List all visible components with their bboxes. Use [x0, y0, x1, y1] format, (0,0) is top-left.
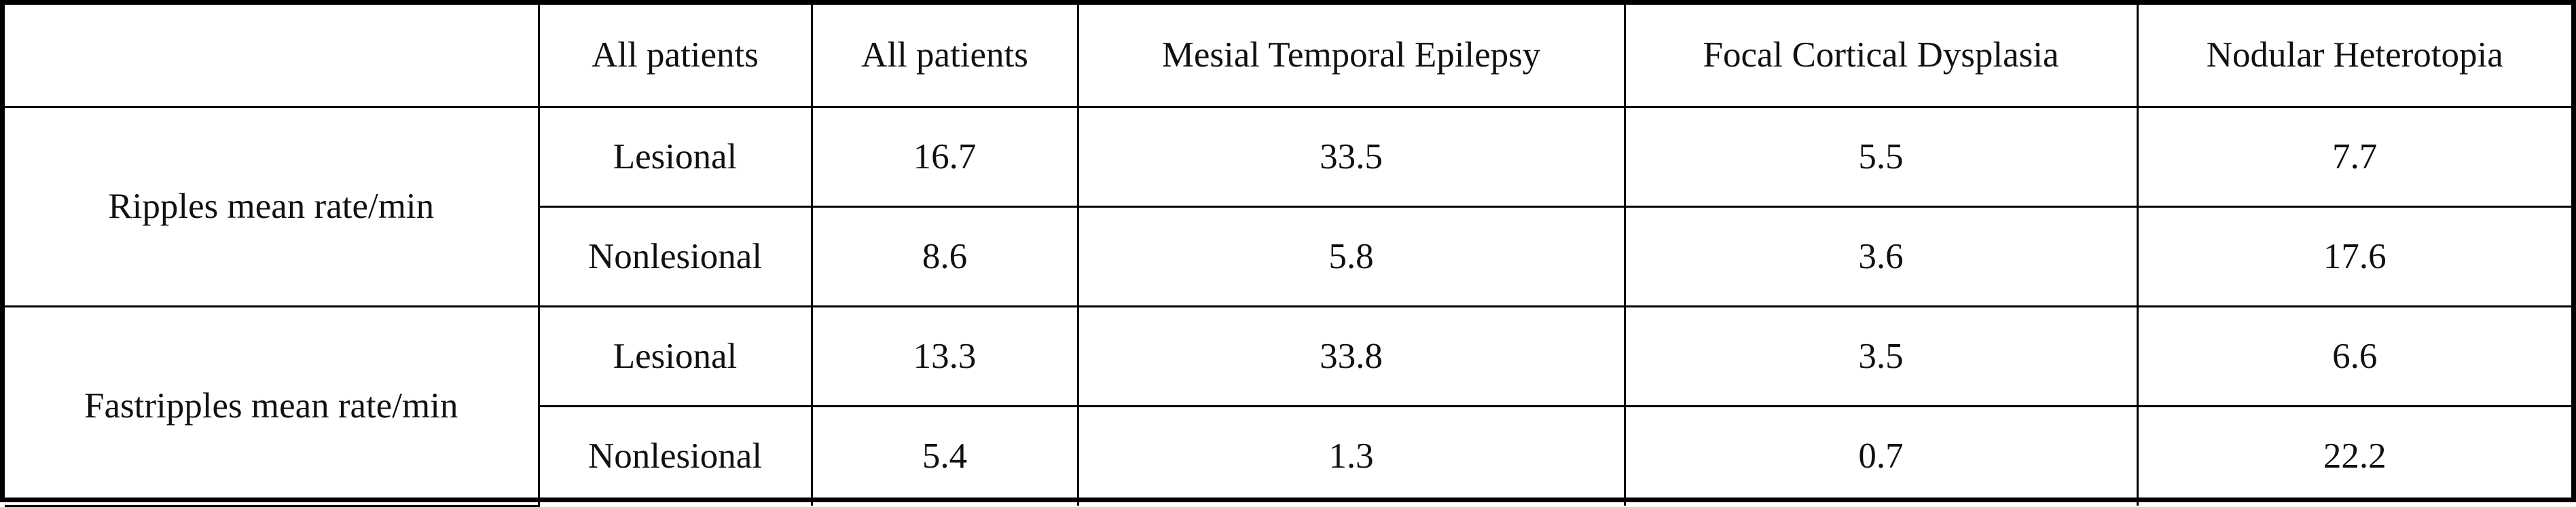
header-cell: Mesial Temporal Epilepsy: [1076, 5, 1626, 108]
value-cell: 0.7: [1623, 405, 2139, 506]
header-cell: Focal Cortical Dysplasia: [1623, 5, 2139, 108]
group-label: Ripples mean rate/min: [5, 105, 540, 307]
value-cell: 5.8: [1076, 205, 1626, 307]
value-cell: 13.3: [810, 305, 1079, 407]
header-cell: All patients: [810, 5, 1079, 108]
value-cell: 7.7: [2136, 105, 2571, 208]
table-row: All patients All patients Mesial Temporal …: [5, 5, 2571, 108]
group-label: Fastripples mean rate/min: [5, 305, 540, 507]
value-cell: 22.2: [2136, 405, 2571, 506]
value-cell: 1.3: [1076, 405, 1626, 506]
header-cell: Nodular Heterotopia: [2136, 5, 2571, 108]
value-cell: 17.6: [2136, 205, 2571, 307]
table-row: Fastripples mean rate/min Lesional 13.3 33.…: [5, 305, 2571, 507]
value-cell: 3.5: [1623, 305, 2139, 407]
value-cell: 3.6: [1623, 205, 2139, 307]
value-cell: 33.5: [1076, 105, 1626, 208]
row-label: Lesional: [537, 105, 813, 208]
data-table: All patients All patients Mesial Temporal …: [5, 5, 2571, 507]
row-label: Lesional: [537, 305, 813, 407]
value-cell: 33.8: [1076, 305, 1626, 407]
value-cell: 16.7: [810, 105, 1079, 208]
row-label: Nonlesional: [539, 405, 813, 506]
table-row: Ripples mean rate/min Lesional 16.7 33.5 5.5…: [5, 105, 2571, 307]
corner-cell: [5, 5, 540, 108]
value-cell: 5.4: [810, 405, 1079, 506]
value-cell: 8.6: [810, 205, 1079, 307]
row-label: Nonlesional: [539, 205, 813, 307]
value-cell: 6.6: [2136, 305, 2571, 407]
table-row: Nonlesional 5.4 1.3 0.7 22.2: [5, 405, 2571, 506]
header-cell: All patients: [537, 5, 813, 108]
table-row: Nonlesional 8.6 5.8 3.6 17.6: [5, 205, 2571, 307]
value-cell: 5.5: [1623, 105, 2139, 208]
